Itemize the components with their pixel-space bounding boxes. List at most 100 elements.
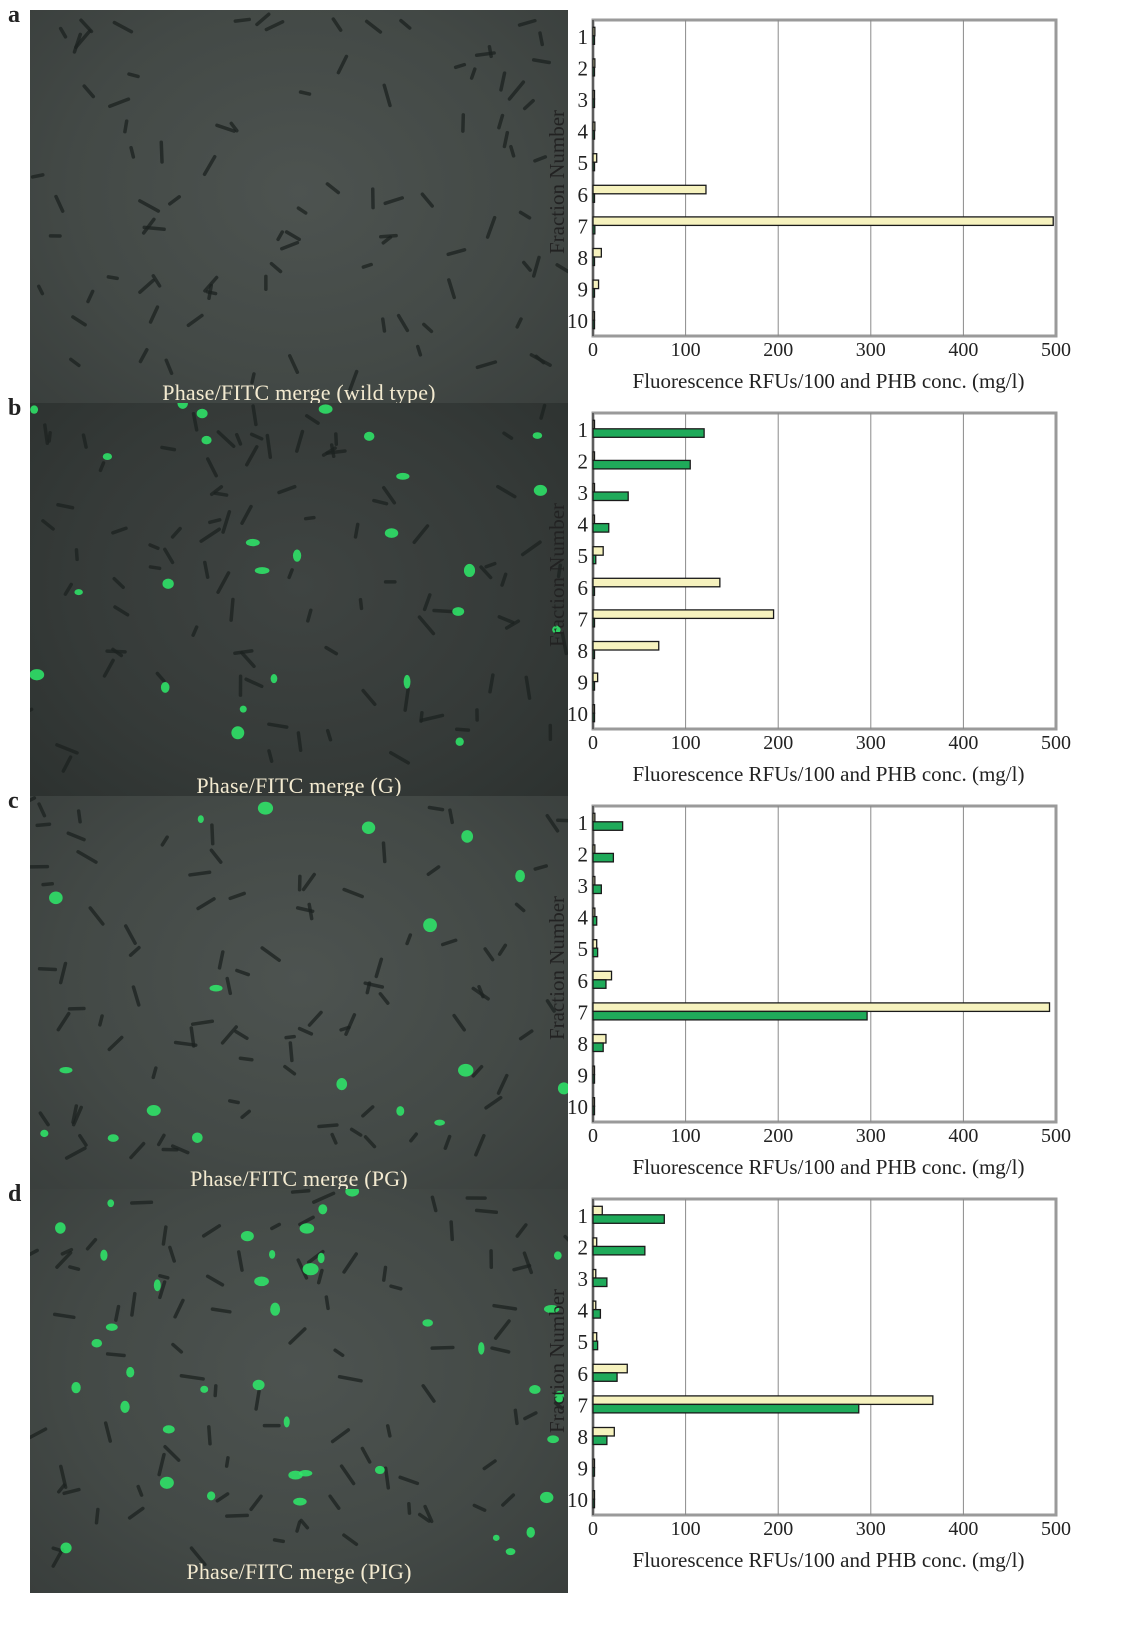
bar-phb — [592, 311, 596, 321]
y-tick-label: 1 — [578, 1204, 589, 1228]
bacterial-cell — [37, 802, 47, 818]
bacterial-cell — [361, 262, 373, 269]
y-tick-label: 7 — [578, 1000, 589, 1024]
bar-phb — [592, 1237, 598, 1248]
micrograph-label: Phase/FITC merge (PIG) — [186, 1559, 412, 1584]
bacterial-cell — [228, 1099, 240, 1105]
bacterial-cell — [307, 1010, 323, 1027]
bacterial-cell — [54, 194, 65, 213]
panel-b: b Phase/FITC merge (G) 0 100 200 300 400 500 1… — [0, 393, 1138, 807]
bacterial-cell — [324, 1295, 330, 1311]
bacterial-cell — [66, 831, 86, 842]
bacterial-cell — [295, 429, 305, 453]
bar-phb — [592, 844, 596, 855]
y-tick-label: 6 — [578, 183, 589, 207]
bacterial-cell — [342, 1533, 359, 1546]
bar-fluorescence — [592, 161, 596, 172]
bacterial-cell — [171, 1342, 184, 1354]
bar-fluorescence — [592, 129, 596, 140]
bacterial-cell — [288, 1327, 307, 1345]
bacterial-cell — [430, 1195, 438, 1213]
bacterial-cell — [522, 260, 532, 272]
bacterial-cell — [251, 404, 258, 427]
fluorescent-cell — [30, 669, 45, 681]
bacterial-cell — [383, 196, 404, 206]
bacterial-cell — [207, 283, 214, 301]
bacterial-cell — [452, 1013, 466, 1032]
bar-fluorescence — [592, 617, 596, 628]
fluorescent-cell — [102, 453, 113, 460]
bacterial-cell — [112, 20, 134, 34]
bacterial-cell — [74, 29, 92, 49]
bacterial-cell — [298, 90, 312, 96]
fluorescent-cell — [49, 891, 63, 905]
bacterial-cell — [349, 1127, 363, 1137]
bacterial-cell — [207, 1425, 212, 1446]
fluorescent-cell — [91, 1338, 103, 1348]
bacterial-cell — [379, 233, 398, 239]
bacterial-cell — [348, 369, 359, 392]
fluorescent-cell — [283, 1416, 290, 1428]
bacterial-cell — [440, 938, 458, 947]
bacterial-cell — [522, 98, 535, 111]
fluorescent-cell — [361, 821, 376, 835]
bar-fluorescence — [592, 256, 596, 267]
y-tick-label: 4 — [578, 906, 589, 930]
fluorescent-cell — [292, 549, 302, 562]
bacterial-cell — [475, 360, 498, 370]
bar-phb — [592, 939, 598, 949]
bacterial-cell — [471, 1064, 484, 1078]
bacterial-cell — [103, 1421, 112, 1443]
bacterial-cell — [163, 547, 175, 565]
y-tick-label: 10 — [567, 702, 588, 726]
bar-phb — [592, 609, 775, 620]
bacterial-cell — [30, 1248, 39, 1260]
x-tick-label: 0 — [588, 339, 598, 361]
bacterial-cell — [497, 615, 515, 625]
bacterial-cell — [220, 1025, 238, 1045]
bacterial-cell — [210, 823, 215, 846]
bacterial-cell — [305, 414, 320, 425]
fluorescent-cell — [201, 435, 212, 445]
bacterial-cell — [360, 1446, 372, 1464]
y-tick-label: 4 — [578, 120, 589, 144]
fluorescent-cell — [74, 589, 83, 596]
bacterial-cell — [496, 1073, 509, 1095]
bar-chart: 0 100 200 300 400 500 1 2 3 4 5 6 7 8 9 10 Fluorescence … — [545, 393, 1138, 807]
micrograph-texture — [30, 1189, 568, 1568]
bacterial-cell — [158, 1280, 167, 1300]
bacterial-cell — [62, 1487, 81, 1496]
bacterial-cell — [260, 946, 281, 962]
fluorescent-cell — [30, 405, 39, 414]
bacterial-cell — [60, 1247, 74, 1256]
bacterial-cell — [41, 882, 55, 887]
fluorescent-cell — [552, 625, 561, 634]
bacterial-cell — [381, 235, 393, 245]
bacterial-cell — [482, 1459, 497, 1471]
bar-fluorescence — [592, 491, 629, 502]
bacterial-cell — [389, 750, 411, 765]
fluorescent-cell — [239, 705, 247, 713]
bacterial-cell — [82, 84, 96, 99]
y-tick-label: 1 — [578, 811, 589, 835]
fluorescent-cell — [288, 1470, 303, 1480]
bacterial-cell — [160, 445, 177, 452]
bacterial-cell — [216, 571, 231, 594]
bacterial-cell — [148, 543, 160, 551]
bacterial-cell — [233, 17, 251, 23]
bacterial-cell — [288, 1041, 294, 1063]
bar-fluorescence — [592, 1372, 618, 1382]
fluorescent-cell — [177, 403, 188, 409]
bacterial-cell — [136, 1484, 144, 1497]
bacterial-cell — [191, 625, 199, 637]
bacterial-cell — [297, 1026, 314, 1036]
bacterial-cell — [213, 1384, 218, 1398]
fluorescent-cell — [458, 1063, 474, 1077]
bacterial-cell — [173, 1040, 198, 1047]
bacterial-cell — [417, 1512, 431, 1523]
y-tick-label: 3 — [578, 1267, 589, 1291]
bar-phb — [592, 640, 660, 651]
fluorescent-cell — [505, 1548, 516, 1556]
bacterial-cell — [337, 1375, 363, 1383]
chart-svg: 0 100 200 300 400 500 1 2 3 4 5 6 7 8 9 10 Fluorescence … — [545, 804, 1071, 1179]
